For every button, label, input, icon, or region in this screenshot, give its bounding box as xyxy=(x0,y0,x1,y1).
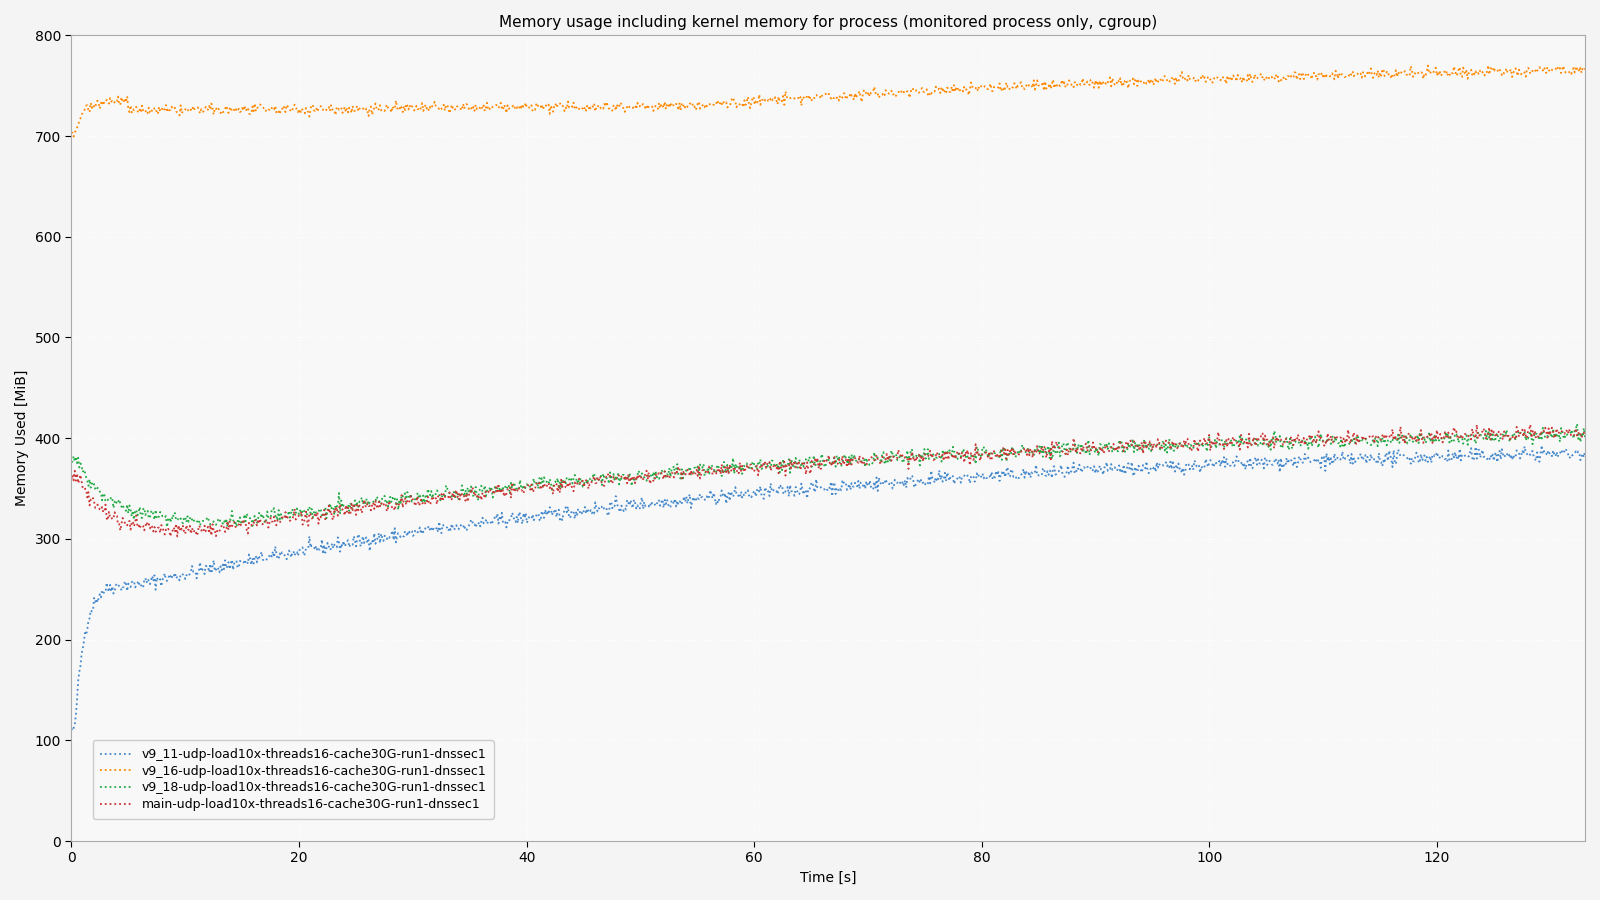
v9_16-udp-load10x-threads16-cache30G-run1-dnssec1 xyxy=(64,131,83,142)
v9_11-udp-load10x-threads16-cache30G-run1-dnssec1 xyxy=(1066,468,1085,479)
main-udp-load10x-threads16-cache30G-run1-dnssec1 xyxy=(1194,436,1213,447)
v9_11-udp-load10x-threads16-cache30G-run1-dnssec1 xyxy=(1576,446,1595,456)
v9_11-udp-load10x-threads16-cache30G-run1-dnssec1 xyxy=(1194,464,1213,474)
v9_16-udp-load10x-threads16-cache30G-run1-dnssec1 xyxy=(638,104,658,114)
v9_16-udp-load10x-threads16-cache30G-run1-dnssec1 xyxy=(62,127,82,138)
main-udp-load10x-threads16-cache30G-run1-dnssec1 xyxy=(1066,438,1085,449)
Line: main-udp-load10x-threads16-cache30G-run1-dnssec1: main-udp-load10x-threads16-cache30G-run1… xyxy=(72,425,1586,536)
v9_11-udp-load10x-threads16-cache30G-run1-dnssec1 xyxy=(328,532,347,543)
v9_16-udp-load10x-threads16-cache30G-run1-dnssec1 xyxy=(328,102,347,112)
Y-axis label: Memory Used [MiB]: Memory Used [MiB] xyxy=(14,370,29,507)
v9_16-udp-load10x-threads16-cache30G-run1-dnssec1 xyxy=(1194,74,1213,85)
X-axis label: Time [s]: Time [s] xyxy=(800,871,856,885)
v9_11-udp-load10x-threads16-cache30G-run1-dnssec1 xyxy=(638,500,658,511)
v9_18-udp-load10x-threads16-cache30G-run1-dnssec1 xyxy=(1194,438,1213,449)
main-udp-load10x-threads16-cache30G-run1-dnssec1 xyxy=(168,531,187,542)
v9_16-udp-load10x-threads16-cache30G-run1-dnssec1 xyxy=(1066,76,1085,87)
Line: v9_11-udp-load10x-threads16-cache30G-run1-dnssec1: v9_11-udp-load10x-threads16-cache30G-run… xyxy=(72,446,1586,731)
main-udp-load10x-threads16-cache30G-run1-dnssec1 xyxy=(328,510,347,521)
v9_18-udp-load10x-threads16-cache30G-run1-dnssec1 xyxy=(62,457,82,468)
v9_11-udp-load10x-threads16-cache30G-run1-dnssec1 xyxy=(1533,440,1552,451)
main-udp-load10x-threads16-cache30G-run1-dnssec1 xyxy=(62,474,82,485)
v9_18-udp-load10x-threads16-cache30G-run1-dnssec1 xyxy=(157,522,176,533)
v9_11-udp-load10x-threads16-cache30G-run1-dnssec1 xyxy=(62,725,82,736)
v9_18-udp-load10x-threads16-cache30G-run1-dnssec1 xyxy=(442,491,461,502)
main-udp-load10x-threads16-cache30G-run1-dnssec1 xyxy=(638,474,658,485)
v9_11-udp-load10x-threads16-cache30G-run1-dnssec1 xyxy=(877,477,896,488)
v9_18-udp-load10x-threads16-cache30G-run1-dnssec1 xyxy=(877,454,896,464)
v9_18-udp-load10x-threads16-cache30G-run1-dnssec1 xyxy=(328,500,347,510)
v9_18-udp-load10x-threads16-cache30G-run1-dnssec1 xyxy=(1066,438,1085,449)
main-udp-load10x-threads16-cache30G-run1-dnssec1 xyxy=(1520,419,1539,430)
main-udp-load10x-threads16-cache30G-run1-dnssec1 xyxy=(1576,425,1595,436)
v9_18-udp-load10x-threads16-cache30G-run1-dnssec1 xyxy=(638,471,658,482)
v9_16-udp-load10x-threads16-cache30G-run1-dnssec1 xyxy=(1576,63,1595,74)
Legend: v9_11-udp-load10x-threads16-cache30G-run1-dnssec1, v9_16-udp-load10x-threads16-c: v9_11-udp-load10x-threads16-cache30G-run… xyxy=(93,741,494,819)
main-udp-load10x-threads16-cache30G-run1-dnssec1 xyxy=(442,494,461,505)
Line: v9_16-udp-load10x-threads16-cache30G-run1-dnssec1: v9_16-udp-load10x-threads16-cache30G-run… xyxy=(72,65,1586,137)
v9_16-udp-load10x-threads16-cache30G-run1-dnssec1 xyxy=(877,87,896,98)
Title: Memory usage including kernel memory for process (monitored process only, cgroup: Memory usage including kernel memory for… xyxy=(499,15,1157,30)
Line: v9_18-udp-load10x-threads16-cache30G-run1-dnssec1: v9_18-udp-load10x-threads16-cache30G-run… xyxy=(72,424,1586,527)
v9_18-udp-load10x-threads16-cache30G-run1-dnssec1 xyxy=(1576,432,1595,443)
v9_16-udp-load10x-threads16-cache30G-run1-dnssec1 xyxy=(442,99,461,110)
v9_18-udp-load10x-threads16-cache30G-run1-dnssec1 xyxy=(1568,418,1587,429)
main-udp-load10x-threads16-cache30G-run1-dnssec1 xyxy=(877,448,896,459)
v9_11-udp-load10x-threads16-cache30G-run1-dnssec1 xyxy=(442,518,461,529)
v9_16-udp-load10x-threads16-cache30G-run1-dnssec1 xyxy=(1478,59,1498,70)
v9_11-udp-load10x-threads16-cache30G-run1-dnssec1 xyxy=(62,723,82,734)
